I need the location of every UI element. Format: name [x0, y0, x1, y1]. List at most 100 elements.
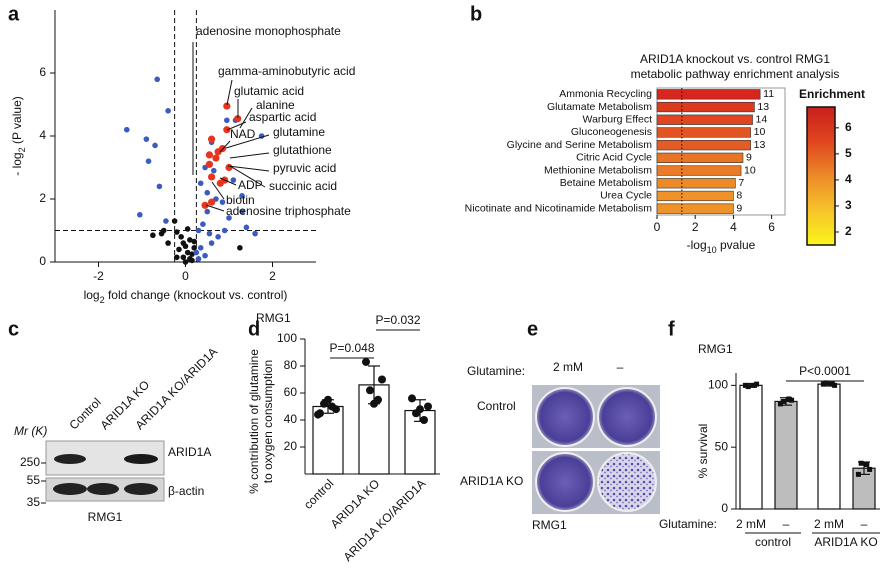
- data-point: [123, 126, 130, 133]
- data-point: [204, 189, 211, 196]
- category-label: Nicotinate and Nicotinamide Metabolism: [465, 202, 653, 214]
- annotation-leader: [227, 165, 270, 172]
- data-point: [223, 126, 231, 134]
- y-axis-label-sub: 2: [17, 147, 27, 152]
- colorbar-label: Enrichment: [799, 87, 865, 101]
- group-label: control: [755, 535, 791, 549]
- colorbar: [806, 106, 836, 246]
- colorbar-tick-label: 6: [845, 120, 852, 134]
- y-tick-label: 4: [39, 128, 46, 142]
- y-tick-label: 100: [708, 378, 728, 392]
- count-label: 10: [744, 164, 756, 176]
- bar: [656, 190, 734, 202]
- data-point: [184, 249, 191, 256]
- data-point: [742, 382, 748, 388]
- chart-title: ARID1A knockout vs. control RMG1: [640, 52, 830, 66]
- data-point: [187, 237, 193, 243]
- data-point: [820, 381, 826, 387]
- data-point: [420, 416, 428, 424]
- colorbar-tick-label: 5: [845, 146, 852, 160]
- data-point: [858, 460, 864, 466]
- blot-band: [54, 454, 86, 464]
- bar: [656, 89, 761, 100]
- x-tick-label: 2: [269, 269, 276, 283]
- data-point: [165, 240, 171, 246]
- category-label: Betaine Metabolism: [560, 177, 652, 189]
- data-point: [152, 142, 158, 149]
- data-point: [855, 471, 861, 477]
- plate-images: Glutamine: 2 mM – Control ARID1A KO RMG1: [460, 360, 660, 532]
- data-point: [208, 135, 216, 143]
- x-tick-label: 2: [692, 220, 699, 234]
- y-axis-label: to oxygen consumption: [261, 360, 275, 483]
- y-tick-label: 60: [284, 385, 298, 399]
- condition-label: 2 mM: [553, 360, 583, 374]
- bar: [656, 101, 755, 113]
- data-point: [204, 208, 211, 215]
- bar: [774, 400, 798, 510]
- y-tick-label: 80: [284, 358, 298, 372]
- data-point: [786, 396, 792, 402]
- x-axis-label-part: log: [84, 288, 100, 302]
- annotation-leader: [226, 79, 233, 106]
- bar: [817, 383, 841, 510]
- annotation: aspartic acid: [249, 110, 316, 124]
- data-point: [208, 198, 216, 206]
- data-point: [378, 375, 386, 384]
- category-label: Urea Cycle: [600, 190, 652, 202]
- data-point: [174, 229, 180, 235]
- data-point: [195, 227, 202, 234]
- x-tick-label: 6: [768, 220, 775, 234]
- count-label: 9: [746, 152, 752, 164]
- data-point: [182, 259, 189, 265]
- p-value-label: P<0.0001: [799, 364, 851, 378]
- blot-band: [124, 454, 158, 464]
- data-point: [145, 158, 152, 164]
- count-label: 13: [754, 139, 766, 151]
- well: [535, 387, 595, 447]
- data-point: [178, 234, 184, 240]
- x-tick-label: 0: [654, 220, 661, 234]
- bar: [656, 178, 736, 189]
- annotation-leader: [219, 177, 237, 186]
- marker-label: 250: [20, 455, 40, 469]
- annotation: biotin: [226, 193, 255, 207]
- data-point: [184, 226, 191, 232]
- data-point: [189, 251, 195, 257]
- bar: [656, 203, 734, 214]
- marker-label: 35: [27, 495, 41, 509]
- data-point: [243, 224, 250, 231]
- count-label: 14: [756, 114, 768, 126]
- colorbar-tick-label: 4: [845, 172, 852, 186]
- data-point: [751, 382, 757, 388]
- chart-title: RMG1: [256, 311, 291, 325]
- panel-letter: f: [668, 318, 675, 340]
- data-point: [408, 394, 416, 403]
- data-point: [189, 257, 195, 264]
- count-label: 10: [754, 126, 766, 138]
- bar: [656, 127, 751, 138]
- well: [535, 452, 595, 512]
- data-point: [176, 246, 182, 253]
- data-point: [362, 357, 370, 366]
- annotation-leader: [229, 165, 266, 188]
- count-label: 7: [738, 177, 744, 189]
- annotation-leader: [239, 107, 253, 129]
- data-point: [197, 180, 204, 187]
- panel-letter: a: [8, 3, 20, 25]
- mr-label: Mr (K): [14, 424, 47, 438]
- category-label: Ammonia Recycling: [559, 88, 652, 100]
- y-axis-label: % contribution of glutamine: [247, 349, 261, 494]
- x-tick-label: -2: [93, 269, 104, 283]
- annotation: ADP: [238, 178, 263, 192]
- data-point: [205, 160, 214, 168]
- y-axis-label: % survival: [696, 424, 710, 479]
- data-point: [163, 218, 169, 224]
- data-point: [223, 102, 231, 110]
- data-point: [182, 243, 189, 250]
- count-label: 9: [736, 202, 742, 214]
- count-label: 13: [757, 101, 769, 113]
- y-axis-label: - log2 (P value): [10, 96, 27, 176]
- annotation-leader: [211, 181, 225, 200]
